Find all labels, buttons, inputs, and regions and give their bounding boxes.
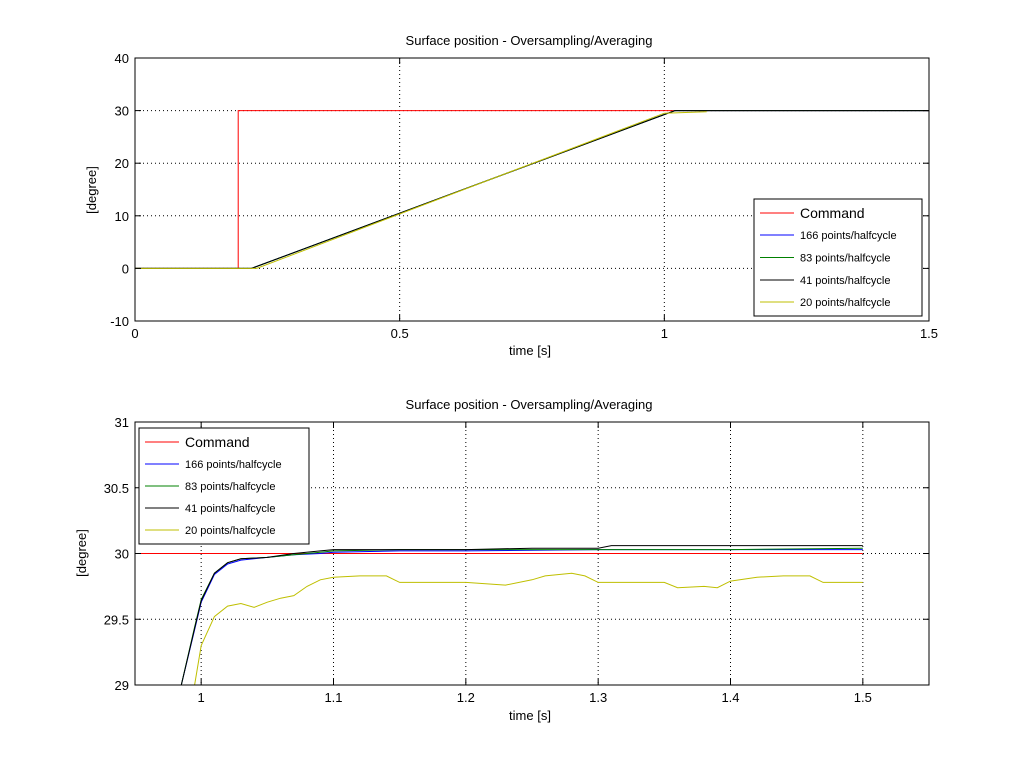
x-tick-label: 1.2 bbox=[457, 690, 475, 705]
y-tick-label: 0 bbox=[122, 261, 129, 276]
y-tick-label: 31 bbox=[115, 415, 129, 430]
legend-label: 166 points/halfcycle bbox=[185, 459, 282, 471]
legend: Command 166 points/halfcycle 83 points/hal… bbox=[753, 198, 923, 317]
y-tick-label: 40 bbox=[115, 51, 129, 66]
legend-label: 20 points/halfcycle bbox=[185, 525, 276, 537]
x-tick-label: 0.5 bbox=[391, 326, 409, 341]
x-tick-label: 1.4 bbox=[721, 690, 739, 705]
y-tick-label: 20 bbox=[115, 156, 129, 171]
x-axis-label: time [s] bbox=[509, 708, 551, 723]
x-tick-label: 1.5 bbox=[854, 690, 872, 705]
y-tick-label: 10 bbox=[115, 209, 129, 224]
legend-label: 83 points/halfcycle bbox=[800, 253, 891, 265]
legend-label: Command bbox=[185, 434, 250, 450]
x-tick-label: 0 bbox=[131, 326, 138, 341]
y-tick-label: 29.5 bbox=[104, 612, 129, 627]
y-axis-label: [degree] bbox=[84, 166, 99, 214]
x-tick-label: 1 bbox=[661, 326, 668, 341]
legend-label: 41 points/halfcycle bbox=[185, 503, 276, 515]
axes-box bbox=[134, 57, 930, 322]
series-line-5 bbox=[135, 111, 707, 269]
y-tick-label: 30 bbox=[115, 104, 129, 119]
series-line-5 bbox=[194, 572, 863, 685]
chart-title: Surface position - Oversampling/Averagin… bbox=[406, 397, 653, 412]
series-line-4 bbox=[180, 545, 863, 685]
legend: Command 166 points/halfcycle 83 points/hal… bbox=[138, 427, 310, 545]
x-axis-label: time [s] bbox=[509, 343, 551, 358]
x-tick-label: 1.5 bbox=[920, 326, 938, 341]
legend-label: 166 points/halfcycle bbox=[800, 230, 897, 242]
top-chart: Surface position - Oversampling/Averagin… bbox=[84, 33, 938, 358]
y-tick-label: -10 bbox=[110, 314, 129, 329]
y-tick-label: 30 bbox=[115, 547, 129, 562]
x-tick-label: 1.1 bbox=[324, 690, 342, 705]
chart-title: Surface position - Oversampling/Averagin… bbox=[406, 33, 653, 48]
legend-label: 41 points/halfcycle bbox=[800, 275, 891, 287]
y-axis-label: [degree] bbox=[74, 529, 89, 577]
y-tick-label: 30.5 bbox=[104, 481, 129, 496]
bottom-chart: Surface position - Oversampling/Averagin… bbox=[74, 397, 930, 723]
legend-label: 83 points/halfcycle bbox=[185, 481, 276, 493]
x-tick-label: 1.3 bbox=[589, 690, 607, 705]
legend-label: 20 points/halfcycle bbox=[800, 297, 891, 309]
y-tick-label: 29 bbox=[115, 678, 129, 693]
x-tick-label: 1 bbox=[198, 690, 205, 705]
legend-label: Command bbox=[800, 205, 865, 221]
